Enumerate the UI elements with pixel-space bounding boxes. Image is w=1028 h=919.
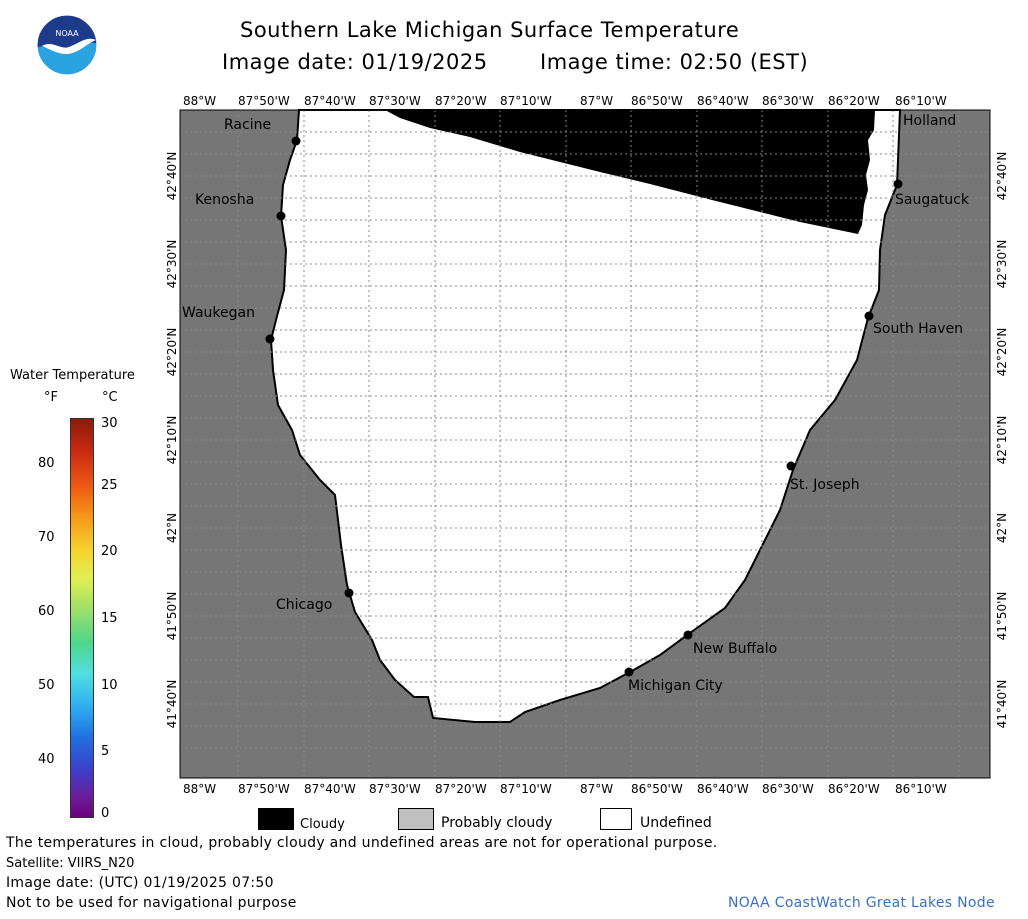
colorbar <box>70 418 94 818</box>
lon-tick: 87°30'W <box>369 94 421 108</box>
noaa-logo-icon: NOAA <box>36 14 98 76</box>
c-tick: 0 <box>101 806 110 821</box>
lon-tick: 86°20'W <box>828 94 880 108</box>
cloudy-area <box>385 110 875 234</box>
lon-tick: 87°50'W <box>238 94 290 108</box>
lon-tick: 86°50'W <box>631 782 683 796</box>
lon-tick: 86°50'W <box>631 94 683 108</box>
lon-tick: 86°30'W <box>762 782 814 796</box>
city-label-st-joseph: St. Joseph <box>790 477 860 493</box>
legend-swatch-undefined <box>600 808 632 830</box>
c-tick: 25 <box>101 478 118 493</box>
city-label-saugatuck: Saugatuck <box>895 192 969 208</box>
lon-tick: 87°40'W <box>304 94 356 108</box>
city-label-new-buffalo: New Buffalo <box>693 641 778 657</box>
f-tick: 60 <box>38 604 55 619</box>
lon-tick: 88°W <box>183 94 217 108</box>
marker-st-joseph <box>786 461 796 471</box>
lon-tick: 88°W <box>183 782 217 796</box>
marker-saugatuck <box>893 179 903 189</box>
lon-tick: 87°10'W <box>500 782 552 796</box>
lon-tick: 87°20'W <box>435 782 487 796</box>
c-tick: 30 <box>101 416 118 431</box>
marker-kenosha <box>276 211 286 221</box>
utc-date-text: Image date: (UTC) 01/19/2025 07:50 <box>6 875 274 891</box>
page-title: Southern Lake Michigan Surface Temperatu… <box>240 18 740 42</box>
c-tick: 20 <box>101 544 118 559</box>
lon-tick: 87°10'W <box>500 94 552 108</box>
marker-new-buffalo <box>683 630 693 640</box>
disclaimer-text: The temperatures in cloud, probably clou… <box>6 835 718 851</box>
c-tick: 10 <box>101 678 118 693</box>
city-label-michigan-city: Michigan City <box>628 678 723 694</box>
colorbar-unit-c: °C <box>102 390 118 405</box>
lon-tick: 87°30'W <box>369 782 421 796</box>
colorbar-unit-f: °F <box>44 390 58 405</box>
lon-tick: 87°40'W <box>304 782 356 796</box>
city-label-waukegan: Waukegan <box>182 305 255 321</box>
legend-label-probably-cloudy: Probably cloudy <box>441 815 553 831</box>
lon-tick: 87°50'W <box>238 782 290 796</box>
lon-tick: 86°10'W <box>895 94 947 108</box>
f-tick: 70 <box>38 530 55 545</box>
legend-label-undefined: Undefined <box>640 815 712 831</box>
marker-waukegan <box>265 334 275 344</box>
legend-swatch-probably-cloudy <box>398 808 434 830</box>
f-tick: 40 <box>38 752 55 767</box>
legend-swatch-cloudy <box>258 808 294 830</box>
city-label-south-haven: South Haven <box>873 321 964 337</box>
lon-tick: 86°10'W <box>895 782 947 796</box>
c-tick: 15 <box>101 611 118 626</box>
grid-lines <box>180 110 990 778</box>
legend-label-cloudy: Cloudy <box>300 817 345 832</box>
lon-tick: 86°40'W <box>697 94 749 108</box>
city-label-holland: Holland <box>903 113 957 129</box>
city-label-racine: Racine <box>224 117 272 133</box>
map-frame <box>179 109 991 779</box>
logo-text: NOAA <box>55 29 79 38</box>
city-label-chicago: Chicago <box>276 597 333 613</box>
city-label-kenosha: Kenosha <box>195 192 255 208</box>
noaa-logo: NOAA <box>36 14 98 76</box>
lon-tick: 86°30'W <box>762 94 814 108</box>
city-markers <box>265 136 903 677</box>
marker-chicago <box>344 588 354 598</box>
satellite-text: Satellite: VIIRS_N20 <box>6 856 135 871</box>
marker-south-haven <box>864 311 874 321</box>
f-tick: 80 <box>38 456 55 471</box>
colorbar-title: Water Temperature <box>10 368 135 383</box>
image-time: Image time: 02:50 (EST) <box>540 50 809 74</box>
marker-michigan-city <box>624 667 634 677</box>
f-tick: 50 <box>38 678 55 693</box>
lon-tick: 86°40'W <box>697 782 749 796</box>
lon-tick: 86°20'W <box>828 782 880 796</box>
image-date: Image date: 01/19/2025 <box>222 50 488 74</box>
c-tick: 5 <box>101 744 110 759</box>
credit-link[interactable]: NOAA CoastWatch Great Lakes Node <box>728 895 995 911</box>
lon-tick: 87°W <box>580 94 614 108</box>
marker-racine <box>291 136 301 146</box>
lon-tick: 87°W <box>580 782 614 796</box>
lon-tick: 87°20'W <box>435 94 487 108</box>
nav-warning-text: Not to be used for navigational purpose <box>6 895 297 911</box>
